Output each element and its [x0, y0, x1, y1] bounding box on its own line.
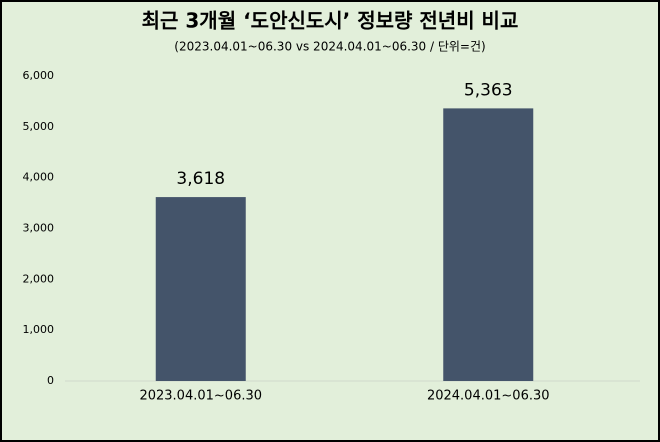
y-tick-label: 3,000: [23, 222, 55, 235]
chart-subtitle: (2023.04.01~06.30 vs 2024.04.01~06.30 / …: [174, 40, 485, 54]
value-label: 3,618: [176, 169, 225, 189]
y-tick-label: 5,000: [23, 120, 55, 133]
bar: [155, 197, 246, 381]
bar: [443, 108, 534, 382]
chart-title: 최근 3개월 ‘도안신도시’ 정보량 전년비 비교: [142, 9, 519, 33]
x-tick-label: 2024.04.01~06.30: [427, 389, 550, 404]
y-tick-label: 0: [47, 374, 54, 387]
y-tick-label: 1,000: [23, 323, 55, 336]
x-tick-label: 2023.04.01~06.30: [139, 389, 262, 404]
y-tick-label: 6,000: [23, 69, 55, 82]
y-tick-label: 4,000: [23, 171, 55, 184]
value-label: 5,363: [464, 80, 513, 100]
y-tick-label: 2,000: [23, 272, 55, 285]
